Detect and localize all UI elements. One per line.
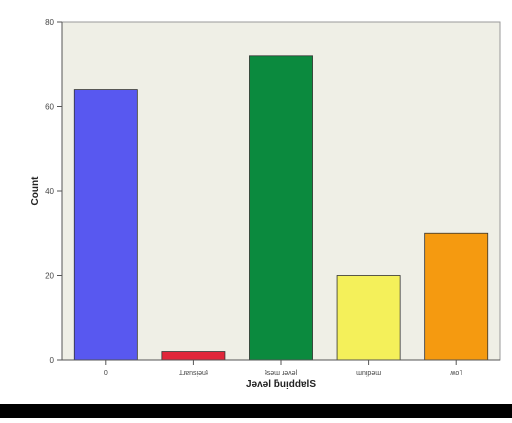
y-tick-label: 80 (45, 18, 54, 27)
x-tick-label: ɯnᴉpǝɯ (356, 370, 381, 377)
y-tick-label: 60 (45, 103, 54, 112)
bar-2 (249, 55, 313, 361)
y-tick-label: 40 (45, 187, 54, 196)
y-tick-label: 0 (50, 356, 55, 365)
y-axis: 0 20 40 60 80 (45, 18, 63, 365)
bar-1 (161, 351, 226, 361)
bars-group (73, 55, 489, 361)
x-axis-label: Jəʌəl ƃuᴉddɐlS (246, 379, 316, 390)
x-tick-label: ʇsǝɯ ɹǝʌǝl (265, 370, 298, 377)
x-tick-label: 0 (104, 370, 108, 377)
bar-3 (336, 275, 401, 361)
x-axis: 0 Ʇɹɐnsᴉǝuʇ ʇsǝɯ ɹǝʌǝl ɯnᴉpǝɯ ʍo˥ (62, 359, 500, 377)
y-tick-label: 20 (45, 272, 54, 281)
bar-0 (73, 89, 138, 361)
bar-4 (424, 232, 489, 361)
bottom-bar (0, 404, 512, 418)
x-tick-label: ʍo˥ (450, 370, 462, 377)
x-tick-label: Ʇɹɐnsᴉǝuʇ (179, 370, 208, 377)
y-axis-label: Count (30, 176, 41, 206)
